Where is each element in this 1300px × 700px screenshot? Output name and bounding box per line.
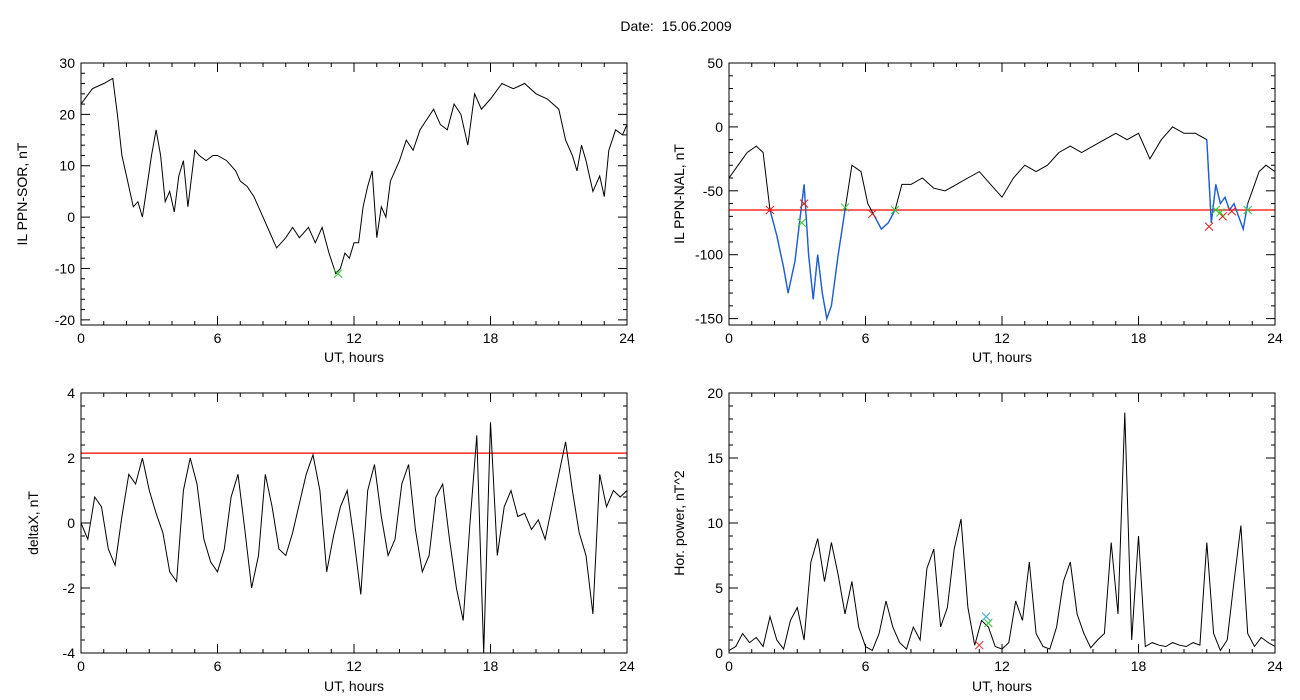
nal-plot-frame — [728, 62, 1276, 326]
deltax-ytick-label: -4 — [63, 645, 76, 661]
panel-deltax-xlabel: UT, hours — [324, 678, 384, 694]
power-xtick-label: 18 — [1131, 658, 1147, 674]
nal-ytick-label: 0 — [715, 119, 723, 135]
deltax-xtick-label: 0 — [77, 658, 85, 674]
deltax-ytick-label: 4 — [67, 385, 75, 401]
sor-ytick-label: 0 — [67, 209, 75, 225]
nal-marker-green — [840, 203, 850, 212]
nal-marker-green — [890, 205, 900, 215]
nal-marker-red — [765, 205, 775, 215]
deltax-xtick-label: 6 — [214, 658, 222, 674]
nal-ytick-label: 50 — [707, 55, 723, 71]
panel-power-xlabel: UT, hours — [972, 678, 1032, 694]
sor-plot-frame — [80, 62, 628, 326]
power-xtick-label: 6 — [862, 658, 870, 674]
power-ytick-label: 10 — [707, 515, 723, 531]
sor-ytick-label: 30 — [59, 55, 75, 71]
panel-power: Hor. power, nT^2 UT, hours 0 6 12 18 24 0 5 10 1… — [671, 385, 1283, 694]
nal-marker-red — [1204, 222, 1214, 231]
nal-marker-red — [1227, 206, 1237, 216]
sor-xtick-label: 24 — [619, 330, 635, 346]
sor-ytick-label: -10 — [55, 260, 75, 276]
figure-title: Date: 15.06.2009 — [620, 18, 732, 34]
sor-ytick-label: 10 — [59, 158, 75, 174]
power-xtick-label: 0 — [725, 658, 733, 674]
panel-nal-ylabel: IL PPN-NAL, nT — [671, 144, 687, 244]
power-marker-red — [974, 640, 984, 650]
nal-xtick-label: 12 — [994, 330, 1010, 346]
power-marker-cyan — [981, 612, 991, 621]
deltax-ytick-label: 0 — [67, 515, 75, 531]
sor-series-line — [81, 77, 627, 275]
nal-marker-green — [1243, 205, 1253, 215]
power-series-line — [729, 412, 1275, 652]
panel-nal-xlabel: UT, hours — [972, 349, 1032, 365]
power-marker-green — [983, 618, 993, 628]
nal-marker-green — [1216, 208, 1225, 217]
nal-series-line — [729, 126, 1275, 321]
deltax-xtick-label: 24 — [619, 658, 635, 674]
sor-marker-green — [333, 269, 343, 278]
nal-xtick-label: 6 — [862, 330, 870, 346]
panel-sor-ylabel: IL PPN-SOR, nT — [14, 142, 30, 245]
panel-power-ylabel: Hor. power, nT^2 — [671, 470, 687, 576]
power-plot-frame — [728, 392, 1276, 654]
deltax-ytick-label: 2 — [67, 450, 75, 466]
panel-sor-xlabel: UT, hours — [324, 349, 384, 365]
sor-xtick-label: 6 — [214, 330, 222, 346]
power-xtick-label: 24 — [1267, 658, 1283, 674]
sor-xtick-label: 12 — [346, 330, 362, 346]
nal-ytick-label: -150 — [695, 311, 723, 327]
power-ytick-label: 5 — [715, 580, 723, 596]
power-ytick-label: 20 — [707, 385, 723, 401]
power-ytick-label: 15 — [707, 450, 723, 466]
panel-nal: IL PPN-NAL, nT UT, hours 0 6 12 18 24 -150 -10… — [671, 55, 1283, 365]
nal-ytick-label: -100 — [695, 247, 723, 263]
deltax-xtick-label: 18 — [483, 658, 499, 674]
power-ytick-label: 0 — [715, 645, 723, 661]
nal-highlight-segment — [1206, 139, 1249, 232]
deltax-ytick-label: -2 — [63, 580, 76, 596]
nal-highlight-segment — [769, 184, 846, 322]
nal-marker-red — [799, 199, 809, 208]
sor-ytick-label: 20 — [59, 106, 75, 122]
nal-xtick-label: 18 — [1131, 330, 1147, 346]
panel-sor: IL PPN-SOR, nT UT, hours 0 6 12 18 24 -20 -10 0… — [14, 55, 635, 365]
panel-deltax-ylabel: deltaX, nT — [25, 491, 41, 555]
nal-ytick-label: -50 — [703, 183, 723, 199]
nal-xtick-label: 24 — [1267, 330, 1283, 346]
nal-highlight-segment — [873, 209, 896, 231]
deltax-plot-frame — [80, 392, 628, 654]
sor-xtick-label: 18 — [483, 330, 499, 346]
sor-xtick-label: 0 — [77, 330, 85, 346]
deltax-series-line — [81, 422, 627, 653]
nal-marker-green — [1211, 205, 1221, 215]
deltax-xtick-label: 12 — [346, 658, 362, 674]
power-xtick-label: 12 — [994, 658, 1010, 674]
nal-xtick-label: 0 — [725, 330, 733, 346]
sor-ytick-label: -20 — [55, 312, 75, 328]
nal-marker-red — [867, 209, 877, 219]
nal-marker-green — [797, 218, 807, 228]
